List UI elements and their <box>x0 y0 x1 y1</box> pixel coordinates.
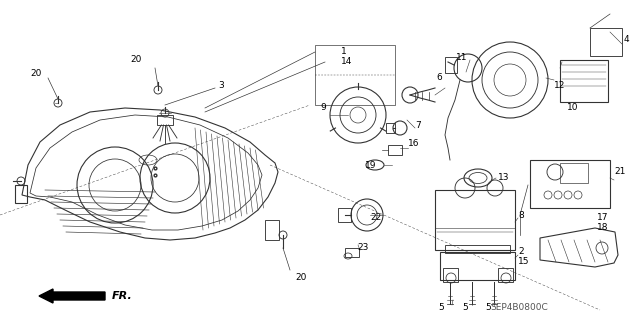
Text: 6: 6 <box>436 73 442 83</box>
Text: 20: 20 <box>130 56 141 64</box>
Text: 10: 10 <box>567 103 579 113</box>
Text: 16: 16 <box>408 138 419 147</box>
Text: 9: 9 <box>320 103 326 113</box>
Text: 4: 4 <box>624 35 630 44</box>
FancyArrow shape <box>39 289 105 303</box>
Text: 13: 13 <box>498 174 509 182</box>
Text: 20: 20 <box>295 273 307 283</box>
Text: 18: 18 <box>597 224 609 233</box>
Text: 19: 19 <box>365 160 376 169</box>
Text: 22: 22 <box>370 213 381 222</box>
Text: 5: 5 <box>438 303 444 313</box>
Text: 5: 5 <box>462 303 468 313</box>
Text: 14: 14 <box>341 57 353 66</box>
Text: 23: 23 <box>357 243 369 253</box>
Text: 7: 7 <box>415 122 420 130</box>
Text: 8: 8 <box>518 211 524 219</box>
Text: FR.: FR. <box>112 291 132 301</box>
Text: 11: 11 <box>456 53 467 62</box>
Text: SEP4B0800C: SEP4B0800C <box>490 303 548 313</box>
Text: 2: 2 <box>518 248 524 256</box>
Text: 3: 3 <box>218 80 224 90</box>
Text: 17: 17 <box>597 213 609 222</box>
Text: 21: 21 <box>614 167 625 176</box>
Text: 15: 15 <box>518 257 529 266</box>
Text: 1: 1 <box>341 48 347 56</box>
Text: 20: 20 <box>30 70 42 78</box>
Text: 12: 12 <box>554 81 565 91</box>
Text: 5: 5 <box>485 303 491 313</box>
